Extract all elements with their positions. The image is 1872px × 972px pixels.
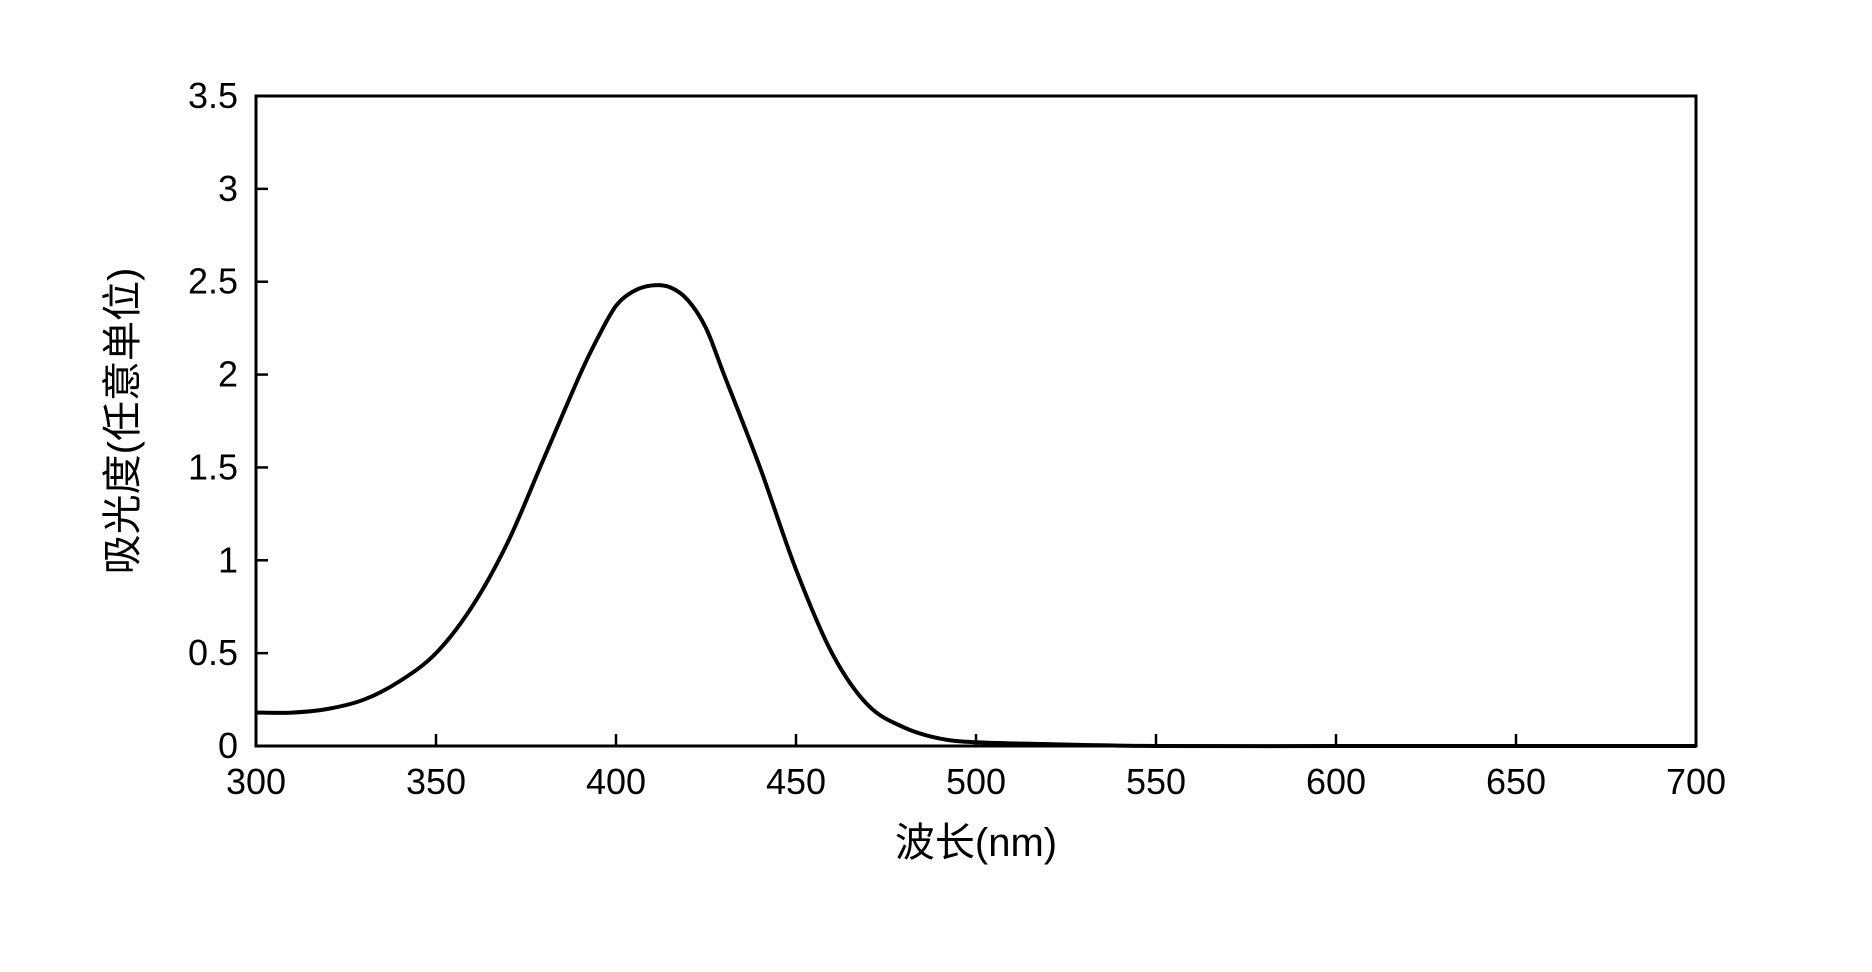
plot-box — [256, 96, 1696, 746]
x-tick-label: 500 — [946, 761, 1006, 802]
y-tick-label: 3 — [218, 168, 238, 209]
x-axis-label: 波长(nm) — [895, 821, 1057, 865]
absorption-spectrum-chart: 300 350 400 450 500 550 600 650 700 0 0.5 1 1.5 2 2.5 3… — [36, 36, 1836, 936]
y-axis-label: 吸光度(任意单位) — [101, 268, 145, 575]
x-tick-label: 350 — [406, 761, 466, 802]
x-tick-label: 650 — [1486, 761, 1546, 802]
x-tick-label: 600 — [1306, 761, 1366, 802]
x-tick-label: 700 — [1666, 761, 1726, 802]
y-tick-label: 2 — [218, 354, 238, 395]
x-tick-label: 300 — [226, 761, 286, 802]
x-tick-label: 400 — [586, 761, 646, 802]
chart-svg: 300 350 400 450 500 550 600 650 700 0 0.5 1 1.5 2 2.5 3… — [36, 36, 1836, 936]
y-tick-label: 0 — [218, 725, 238, 766]
y-tick-label: 1 — [218, 539, 238, 580]
x-tick-label: 550 — [1126, 761, 1186, 802]
y-tick-label: 1.5 — [188, 446, 238, 487]
y-tick-label: 3.5 — [188, 75, 238, 116]
absorption-curve — [256, 285, 1696, 746]
x-tick-label: 450 — [766, 761, 826, 802]
y-tick-label: 2.5 — [188, 261, 238, 302]
y-tick-label: 0.5 — [188, 632, 238, 673]
